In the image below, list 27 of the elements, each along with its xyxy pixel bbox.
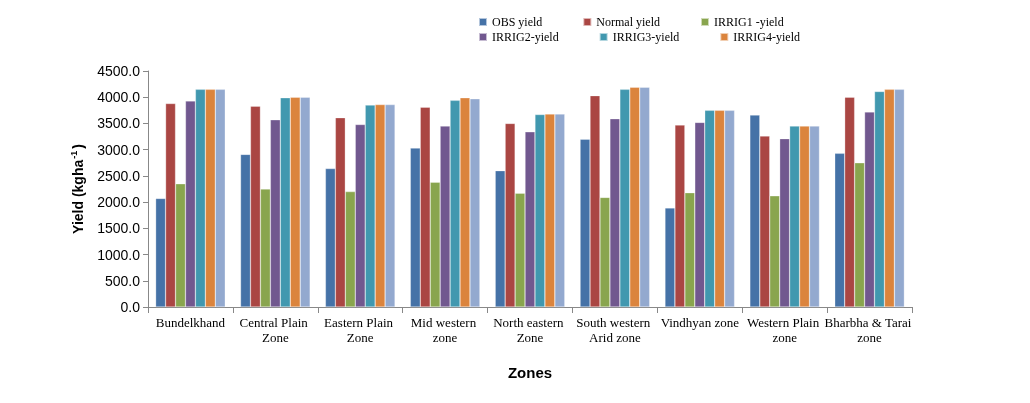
y-tick-label: 4500.0 [97, 63, 141, 79]
legend-label: IRRIG4-yield [733, 30, 800, 44]
y-tick-label: 2000.0 [97, 194, 141, 211]
x-tick-label: Central Plain Zone [239, 315, 312, 345]
x-tick-label: Western Plain zone [746, 315, 823, 345]
x-tick-label: South western Arid zone [576, 315, 654, 345]
x-tick-label: Mid western zone [410, 315, 480, 345]
y-tick-label: 2500.0 [97, 167, 141, 184]
x-tick-label: Bharbha & Tarai zone [824, 315, 915, 345]
legend-label: IRRIG2-yield [492, 30, 559, 44]
y-tick-label: 3000.0 [97, 141, 141, 158]
y-tick-label: 0.0 [120, 299, 141, 315]
x-tick-label: Vindhyan zone [660, 315, 740, 330]
x-axis-title: Zones [507, 364, 553, 381]
y-tick-label: 3500.0 [97, 115, 141, 132]
legend-label: IRRIG1 -yield [713, 15, 784, 29]
x-tick-label: Bundelkhand [155, 315, 226, 330]
x-tick-label: Eastern Plain Zone [324, 315, 397, 345]
y-tick-label: 1000.0 [97, 246, 141, 263]
legend-label: OBS yield [492, 15, 543, 29]
y-tick-label: 4000.0 [97, 89, 141, 106]
y-tick-label: 1500.0 [97, 220, 141, 237]
legend-label: Normal yield [596, 15, 660, 29]
x-tick-label: North eastern Zone [493, 315, 567, 345]
y-tick-label: 500.0 [104, 272, 141, 289]
legend-label: IRRIG3-yield [612, 30, 680, 44]
y-axis-title: Yield (kgha-1) [68, 144, 86, 234]
